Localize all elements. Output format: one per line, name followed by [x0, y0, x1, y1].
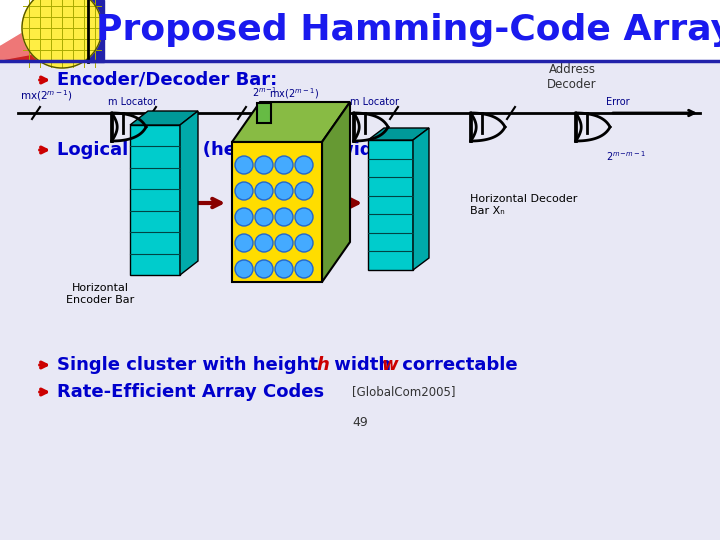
- Polygon shape: [368, 128, 429, 140]
- Circle shape: [275, 182, 293, 200]
- Circle shape: [235, 182, 253, 200]
- Bar: [104, 0, 720, 62]
- Text: ): ): [400, 141, 408, 159]
- Circle shape: [295, 208, 313, 226]
- Circle shape: [295, 182, 313, 200]
- Circle shape: [22, 0, 102, 68]
- Circle shape: [235, 260, 253, 278]
- Text: Rate-Efficient Array Codes: Rate-Efficient Array Codes: [57, 383, 330, 401]
- Circle shape: [295, 156, 313, 174]
- Polygon shape: [180, 111, 198, 275]
- Circle shape: [275, 260, 293, 278]
- Circle shape: [235, 234, 253, 252]
- Bar: [130, 125, 180, 275]
- Text: [GlobalCom2005]: [GlobalCom2005]: [352, 386, 456, 399]
- Circle shape: [255, 260, 273, 278]
- Text: h: h: [316, 356, 329, 374]
- Text: width: width: [328, 356, 397, 374]
- Polygon shape: [413, 128, 429, 270]
- Circle shape: [275, 234, 293, 252]
- Text: Encoder/Decoder Bar:: Encoder/Decoder Bar:: [57, 71, 277, 89]
- Circle shape: [275, 208, 293, 226]
- Text: 49: 49: [352, 415, 368, 429]
- Circle shape: [275, 156, 293, 174]
- Polygon shape: [0, 0, 110, 60]
- Circle shape: [255, 156, 273, 174]
- Text: Single cluster with height: Single cluster with height: [57, 356, 324, 374]
- Circle shape: [295, 234, 313, 252]
- Text: Error: Error: [606, 97, 629, 107]
- Bar: [0, 0, 720, 60]
- Bar: [368, 140, 413, 270]
- Bar: [232, 142, 322, 282]
- Polygon shape: [322, 102, 350, 282]
- Polygon shape: [232, 102, 350, 142]
- Text: Horizontal Decoder
Bar Xₙ: Horizontal Decoder Bar Xₙ: [470, 194, 577, 216]
- Text: $2^m$$^{-m-1}$: $2^m$$^{-m-1}$: [606, 149, 646, 163]
- Circle shape: [255, 182, 273, 200]
- Bar: [88, 0, 104, 62]
- Text: , width: , width: [324, 141, 400, 159]
- Bar: [257, 103, 271, 123]
- Polygon shape: [0, 0, 75, 45]
- Text: m: m: [310, 141, 329, 159]
- Circle shape: [235, 156, 253, 174]
- Polygon shape: [0, 0, 110, 60]
- Text: mx($2^{m-1}$): mx($2^{m-1}$): [269, 86, 319, 101]
- Text: m Locator: m Locator: [107, 97, 156, 107]
- Text: mx($2^{m-1}$): mx($2^{m-1}$): [20, 88, 73, 103]
- Text: $2^m$$^{-1}$: $2^m$$^{-1}$: [252, 85, 276, 99]
- Text: w: w: [381, 356, 397, 374]
- Text: correctable: correctable: [396, 356, 518, 374]
- Text: Horizontal
Encoder Bar: Horizontal Encoder Bar: [66, 283, 134, 305]
- Circle shape: [255, 208, 273, 226]
- Circle shape: [295, 260, 313, 278]
- Text: m Locator: m Locator: [349, 97, 398, 107]
- Circle shape: [235, 208, 253, 226]
- Text: Logical Array: (height: Logical Array: (height: [57, 141, 282, 159]
- Polygon shape: [130, 111, 198, 125]
- Text: n: n: [390, 141, 403, 159]
- Text: Proposed Hamming-Code Array: Proposed Hamming-Code Array: [96, 13, 720, 47]
- Circle shape: [255, 234, 273, 252]
- Text: Address
Decoder: Address Decoder: [547, 63, 597, 91]
